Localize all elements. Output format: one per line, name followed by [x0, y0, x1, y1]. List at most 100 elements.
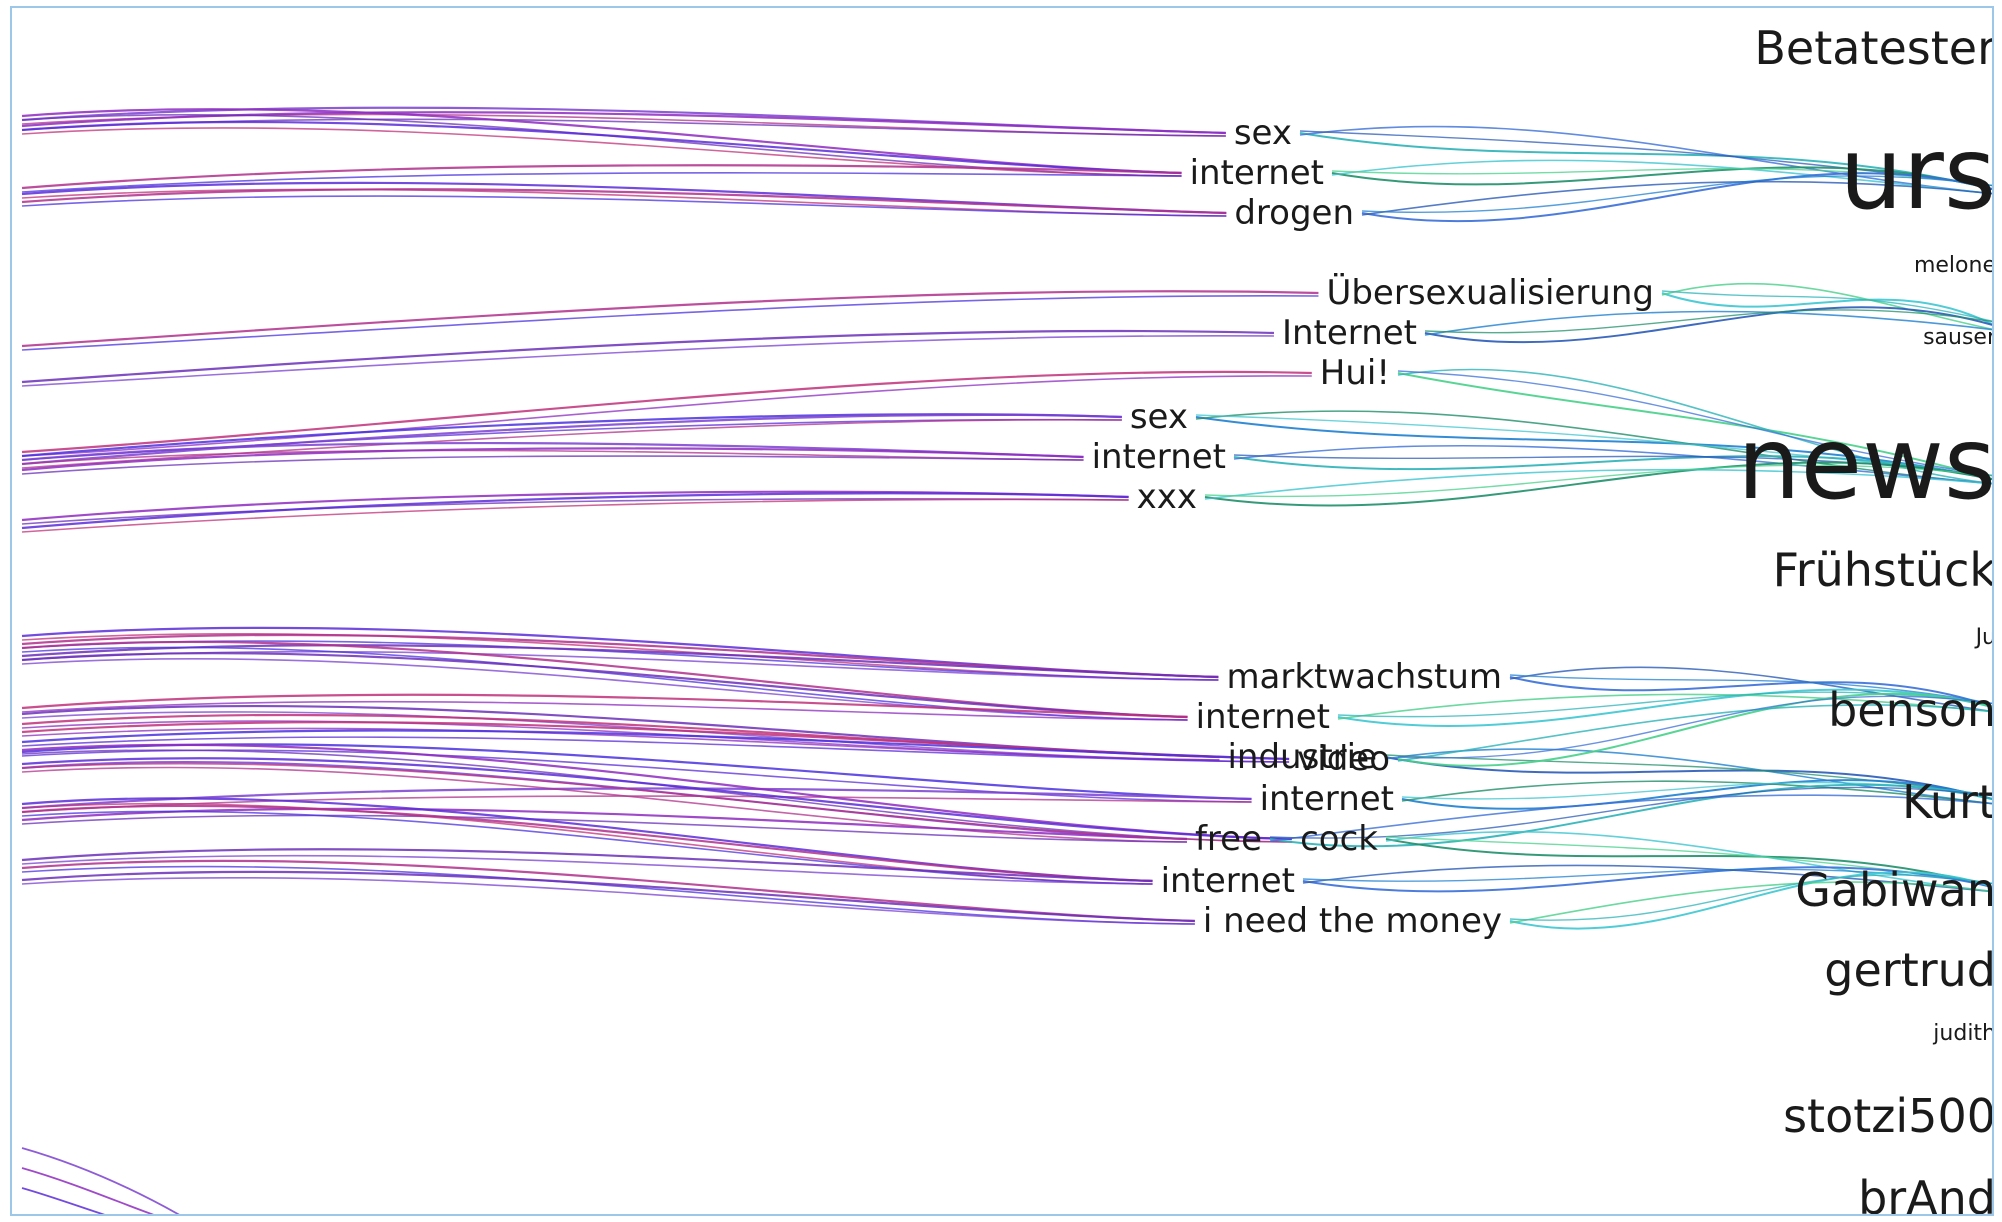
link-curve [21, 736, 1290, 763]
user-label[interactable]: stotzi500 [1783, 1089, 1994, 1143]
link-curve [1509, 881, 1992, 924]
link-curve [21, 729, 1290, 761]
link-curve [1299, 132, 1992, 191]
link-curve [21, 700, 1188, 721]
link-curve [1401, 779, 1992, 810]
link-curve [1204, 468, 1992, 500]
link-curve [1361, 175, 1992, 214]
link-curve [21, 111, 1226, 135]
link-curve [1397, 704, 1992, 762]
user-label[interactable]: Frühstück [1773, 543, 1994, 597]
link-curve [21, 848, 1153, 883]
link-curve [1509, 874, 1992, 921]
link-curve [1384, 756, 1992, 800]
link-curve [21, 127, 1182, 177]
link-curve [1195, 410, 1992, 485]
user-label[interactable]: Betatester [1754, 21, 1994, 75]
left-curve-group [21, 106, 1319, 1214]
tag-label[interactable]: i need the money [1203, 901, 1502, 941]
tag-label[interactable]: xxx [1137, 477, 1197, 517]
link-curve [21, 762, 1292, 843]
tag-label[interactable]: industrie [1227, 737, 1377, 777]
link-curve [21, 870, 1195, 923]
link-curve [1204, 461, 1992, 507]
link-curve [1302, 866, 1992, 893]
user-label[interactable]: melone [1914, 253, 1994, 278]
user-label[interactable]: Gabiwan [1795, 863, 1994, 917]
link-curve [21, 370, 1312, 454]
tag-label[interactable]: marktwachstum [1226, 657, 1502, 697]
link-curve [1331, 166, 1992, 191]
link-curve [1385, 830, 1992, 893]
user-label[interactable]: judith [1932, 1021, 1994, 1046]
tag-label[interactable]: Übersexualisierung [1326, 272, 1654, 313]
link-curve [1384, 748, 1992, 805]
user-label[interactable]: news [1737, 405, 1994, 522]
link-curve [21, 295, 1319, 351]
link-curve [21, 814, 1187, 843]
user-label[interactable]: gertrud [1824, 943, 1994, 997]
user-label[interactable]: benson [1828, 683, 1994, 737]
tag-label[interactable]: sex [1130, 397, 1188, 437]
link-curve [1337, 693, 1992, 720]
link-curve [1269, 794, 1992, 842]
tag-label[interactable]: Hui! [1320, 353, 1390, 393]
link-curve [1269, 783, 1992, 848]
link-curve [1509, 674, 1992, 705]
link-curve [21, 854, 1153, 885]
link-curve [1195, 414, 1992, 477]
link-curve [21, 804, 1153, 883]
tag-label[interactable]: cock [1300, 819, 1378, 859]
link-curve [1331, 159, 1992, 195]
link-curve [1299, 130, 1992, 187]
link-curve [1509, 676, 1992, 708]
link-curve [1385, 838, 1992, 888]
link-curve [21, 876, 1195, 925]
user-label[interactable]: urs [1839, 115, 1994, 232]
tag-label[interactable]: Internet [1282, 313, 1417, 353]
link-curve [1337, 688, 1992, 728]
tag-label[interactable]: drogen [1234, 193, 1354, 233]
link-curve [1384, 754, 1992, 797]
tag-label[interactable]: internet [1196, 697, 1330, 737]
tag-label[interactable]: internet [1161, 861, 1295, 901]
link-curve [1661, 282, 1992, 330]
link-curve [1401, 780, 1992, 805]
visualization-frame: sex internet drogen Übersexualisierung I… [10, 6, 1994, 1216]
link-curve [1397, 372, 1992, 480]
tag-label[interactable]: free [1195, 819, 1262, 859]
link-curve [21, 1187, 105, 1214]
link-curve [1661, 292, 1992, 326]
link-curve [21, 498, 1129, 525]
tag-label-group: sex internet drogen Übersexualisierung I… [1092, 113, 1654, 941]
tag-label[interactable]: internet [1092, 437, 1226, 477]
link-curve [1397, 695, 1992, 759]
link-curve [21, 652, 1188, 719]
link-curve [1361, 172, 1992, 223]
tag-label[interactable]: internet [1260, 779, 1394, 819]
user-label[interactable]: Ju [1974, 625, 1994, 650]
user-label[interactable]: brAnd [1858, 1171, 1994, 1216]
link-curve [21, 413, 1122, 466]
tag-flow-diagram: sex internet drogen Übersexualisierung I… [21, 21, 1994, 1216]
link-curve [1397, 370, 1992, 477]
user-label[interactable]: Kurt [1902, 775, 1994, 829]
link-curve [21, 657, 1188, 721]
link-curve [1233, 444, 1992, 485]
link-curve [21, 375, 1312, 457]
link-curve [1299, 125, 1992, 195]
link-curve [1509, 871, 1992, 930]
tag-label[interactable]: sex [1234, 113, 1292, 153]
user-label[interactable]: sauser [1923, 325, 1994, 350]
link-curve [21, 172, 1182, 193]
link-curve [1361, 180, 1992, 216]
link-curve [1195, 416, 1992, 481]
link-curve [1424, 306, 1992, 344]
tag-label[interactable]: video [1297, 739, 1390, 779]
link-curve [21, 418, 1122, 469]
link-curve [21, 498, 1129, 533]
link-curve [21, 195, 1227, 217]
link-curve [21, 447, 1084, 472]
tag-label[interactable]: internet [1190, 153, 1324, 193]
link-curve [21, 766, 1187, 843]
